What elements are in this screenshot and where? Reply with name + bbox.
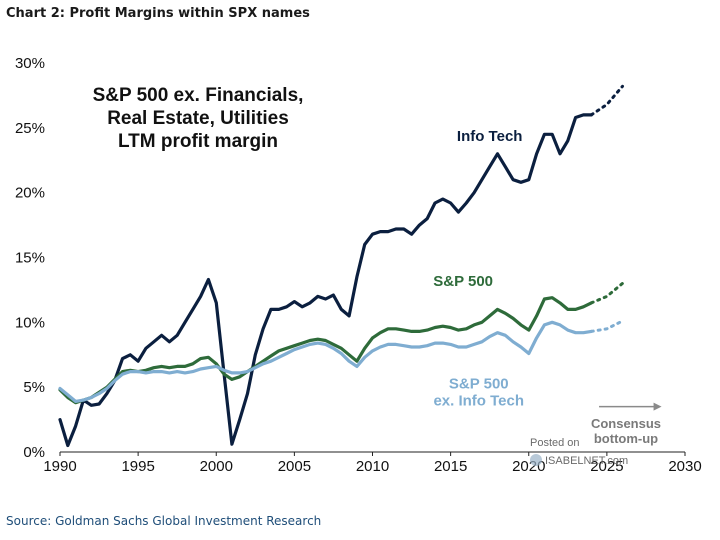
watermark-line-1: Posted on xyxy=(530,437,580,449)
x-tick-label: 2005 xyxy=(278,458,311,475)
series-line-2 xyxy=(58,320,593,403)
chart-title-line-3: LTM profit margin xyxy=(118,131,278,152)
isabelnet-watermark: Posted on ISABELNET.com xyxy=(530,437,628,467)
x-tick-label: 2015 xyxy=(434,458,467,475)
consensus-label-line-2: bottom-up xyxy=(594,431,658,446)
series-line-0 xyxy=(58,113,593,448)
series-label-2: S&P 500 xyxy=(449,375,509,392)
chart-title-line-2: Real Estate, Utilities xyxy=(107,108,289,129)
series-layer xyxy=(58,84,624,448)
series-label-1: S&P 500 xyxy=(433,273,493,290)
page-title: Chart 2: Profit Margins within SPX names xyxy=(6,6,310,21)
x-tick-label: 1995 xyxy=(121,458,154,475)
x-tick-label: 2010 xyxy=(356,458,389,475)
series-label-0: Info Tech xyxy=(457,128,523,145)
series-forecast-0 xyxy=(589,84,624,117)
watermark-line-2: ISABELNET.com xyxy=(545,455,628,467)
consensus-arrow-head xyxy=(653,402,662,411)
y-tick-label: 10% xyxy=(15,314,45,331)
x-tick-label: 2030 xyxy=(668,458,701,475)
series-line-1 xyxy=(58,296,593,405)
series-label-2-line-2: ex. Info Tech xyxy=(433,392,524,409)
y-tick-label: 5% xyxy=(23,379,45,396)
source-note: Source: Goldman Sachs Global Investment … xyxy=(6,514,322,528)
x-tick-label: 2000 xyxy=(200,458,233,475)
y-tick-label: 15% xyxy=(15,250,45,267)
chart-axes: 1990 1995 2000 2005 2010 2015 2020 2025 20300%5%… xyxy=(15,55,702,475)
y-tick-label: 0% xyxy=(23,444,45,461)
globe-icon xyxy=(530,454,542,466)
series-forecast-2 xyxy=(589,319,624,333)
consensus-label-line-1: Consensus xyxy=(591,416,661,431)
y-tick-label: 30% xyxy=(15,55,45,72)
y-tick-label: 20% xyxy=(15,185,45,202)
x-tick-label: 1990 xyxy=(43,458,76,475)
series-forecast-1 xyxy=(589,281,624,305)
y-tick-label: 25% xyxy=(15,120,45,137)
chart-title-line-1: S&P 500 ex. Financials, xyxy=(93,85,304,106)
x-tick-label: 2025 xyxy=(590,458,623,475)
